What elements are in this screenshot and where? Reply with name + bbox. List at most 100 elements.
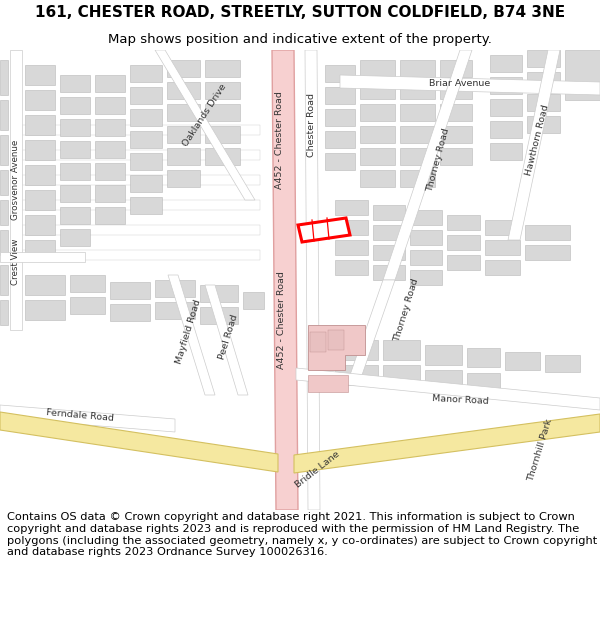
Polygon shape — [305, 50, 320, 510]
Polygon shape — [335, 340, 378, 360]
Polygon shape — [130, 65, 162, 82]
Polygon shape — [373, 265, 405, 280]
Polygon shape — [205, 148, 240, 165]
Polygon shape — [22, 150, 260, 160]
Polygon shape — [360, 148, 395, 165]
Text: Oaklands Drive: Oaklands Drive — [181, 82, 229, 148]
Polygon shape — [440, 104, 472, 121]
Polygon shape — [325, 153, 355, 170]
Polygon shape — [490, 77, 522, 94]
Text: Peel Road: Peel Road — [217, 313, 239, 361]
Polygon shape — [360, 126, 395, 143]
Polygon shape — [60, 229, 90, 246]
Polygon shape — [467, 348, 500, 367]
Polygon shape — [95, 119, 125, 136]
Polygon shape — [167, 148, 200, 165]
Polygon shape — [205, 126, 240, 143]
Polygon shape — [243, 292, 264, 309]
Polygon shape — [440, 148, 472, 165]
Polygon shape — [25, 300, 65, 320]
Text: Map shows position and indicative extent of the property.: Map shows position and indicative extent… — [108, 34, 492, 46]
Polygon shape — [350, 280, 395, 375]
Polygon shape — [298, 218, 350, 242]
Polygon shape — [485, 240, 520, 255]
Polygon shape — [373, 225, 405, 240]
Polygon shape — [400, 148, 435, 165]
Polygon shape — [410, 270, 442, 285]
Polygon shape — [0, 252, 85, 262]
Polygon shape — [130, 175, 162, 192]
Polygon shape — [527, 116, 560, 133]
Polygon shape — [325, 131, 355, 148]
Polygon shape — [296, 368, 600, 410]
Polygon shape — [60, 141, 90, 158]
Polygon shape — [155, 302, 195, 319]
Polygon shape — [440, 82, 472, 99]
Polygon shape — [485, 220, 520, 235]
Polygon shape — [360, 104, 395, 121]
Polygon shape — [383, 50, 472, 280]
Polygon shape — [490, 99, 522, 116]
Polygon shape — [95, 75, 125, 92]
Polygon shape — [167, 126, 200, 143]
Polygon shape — [22, 225, 260, 235]
Text: 161, CHESTER ROAD, STREETLY, SUTTON COLDFIELD, B74 3NE: 161, CHESTER ROAD, STREETLY, SUTTON COLD… — [35, 5, 565, 20]
Polygon shape — [130, 153, 162, 170]
Text: Crest View: Crest View — [10, 239, 19, 285]
Text: Mayfield Road: Mayfield Road — [174, 299, 202, 366]
Polygon shape — [525, 245, 570, 260]
Polygon shape — [527, 72, 560, 89]
Polygon shape — [110, 282, 150, 299]
Polygon shape — [0, 60, 8, 95]
Polygon shape — [167, 82, 200, 99]
Polygon shape — [130, 131, 162, 148]
Polygon shape — [383, 340, 420, 360]
Text: Manor Road: Manor Road — [431, 394, 488, 406]
Polygon shape — [440, 126, 472, 143]
Polygon shape — [25, 140, 55, 160]
Polygon shape — [447, 215, 480, 230]
Polygon shape — [0, 405, 175, 432]
Polygon shape — [25, 165, 55, 185]
Polygon shape — [440, 60, 472, 77]
Polygon shape — [400, 60, 435, 77]
Polygon shape — [205, 82, 240, 99]
Polygon shape — [308, 375, 348, 392]
Polygon shape — [200, 307, 238, 324]
Polygon shape — [110, 304, 150, 321]
Polygon shape — [527, 94, 560, 111]
Polygon shape — [0, 135, 8, 165]
Polygon shape — [0, 230, 8, 255]
Polygon shape — [60, 207, 90, 224]
Polygon shape — [410, 230, 442, 245]
Polygon shape — [25, 90, 55, 110]
Polygon shape — [525, 225, 570, 240]
Polygon shape — [95, 185, 125, 202]
Text: Thorney Road: Thorney Road — [392, 278, 420, 342]
Text: Bridle Lane: Bridle Lane — [294, 450, 342, 490]
Polygon shape — [60, 75, 90, 92]
Text: Thornhill Park: Thornhill Park — [526, 418, 554, 482]
Polygon shape — [373, 205, 405, 220]
Polygon shape — [508, 50, 560, 240]
Polygon shape — [335, 220, 368, 235]
Text: Contains OS data © Crown copyright and database right 2021. This information is : Contains OS data © Crown copyright and d… — [7, 512, 598, 557]
Polygon shape — [155, 280, 195, 297]
Text: Hawthorn Road: Hawthorn Road — [524, 104, 550, 176]
Polygon shape — [205, 60, 240, 77]
Polygon shape — [335, 200, 368, 215]
Polygon shape — [130, 109, 162, 126]
Polygon shape — [167, 104, 200, 121]
Polygon shape — [565, 50, 600, 100]
Polygon shape — [22, 200, 260, 210]
Polygon shape — [70, 297, 105, 314]
Polygon shape — [360, 170, 395, 187]
Polygon shape — [490, 143, 522, 160]
Polygon shape — [340, 75, 600, 95]
Polygon shape — [200, 285, 238, 302]
Polygon shape — [0, 265, 8, 295]
Polygon shape — [545, 355, 580, 372]
Polygon shape — [294, 414, 600, 473]
Polygon shape — [25, 240, 55, 260]
Polygon shape — [490, 121, 522, 138]
